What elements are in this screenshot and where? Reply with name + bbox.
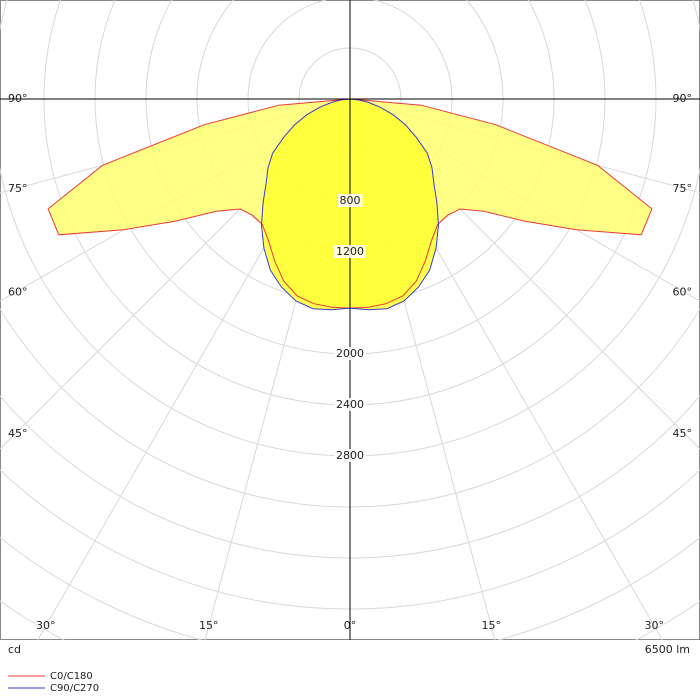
angle-label: 0° [344, 619, 357, 632]
label-bg [337, 194, 363, 207]
unit-label: cd [8, 643, 21, 656]
r-tick-label: 2000 [336, 347, 364, 360]
angle-label: 45° [673, 427, 693, 440]
angle-label: 75° [8, 182, 28, 195]
label-bg [334, 398, 366, 411]
angle-label: 75° [673, 182, 693, 195]
r-tick-label: 2800 [336, 449, 364, 462]
flux-label: 6500 lm [645, 643, 690, 656]
angle-label: 15° [481, 619, 501, 632]
label-bg [334, 449, 366, 462]
angle-label: 30° [36, 619, 56, 632]
legend-label: C0/C180 [50, 671, 93, 682]
angle-label: 30° [645, 619, 665, 632]
legend-label: C90/C270 [50, 683, 99, 694]
angle-label: 60° [8, 285, 28, 298]
angle-label: 90° [673, 92, 693, 105]
label-bg [334, 347, 366, 360]
r-tick-label: 1200 [336, 245, 364, 258]
r-tick-label: 800 [340, 194, 361, 207]
r-tick-label: 2400 [336, 398, 364, 411]
labels: 0° 15° 15° 30° 30° 45° 45° 60° 60° 75° 75° 90° 90° 80… [8, 92, 692, 632]
angle-label: 60° [673, 285, 693, 298]
angle-label: 15° [199, 619, 219, 632]
angle-label: 90° [8, 92, 28, 105]
label-bg [334, 245, 366, 258]
angle-label: 45° [8, 427, 28, 440]
